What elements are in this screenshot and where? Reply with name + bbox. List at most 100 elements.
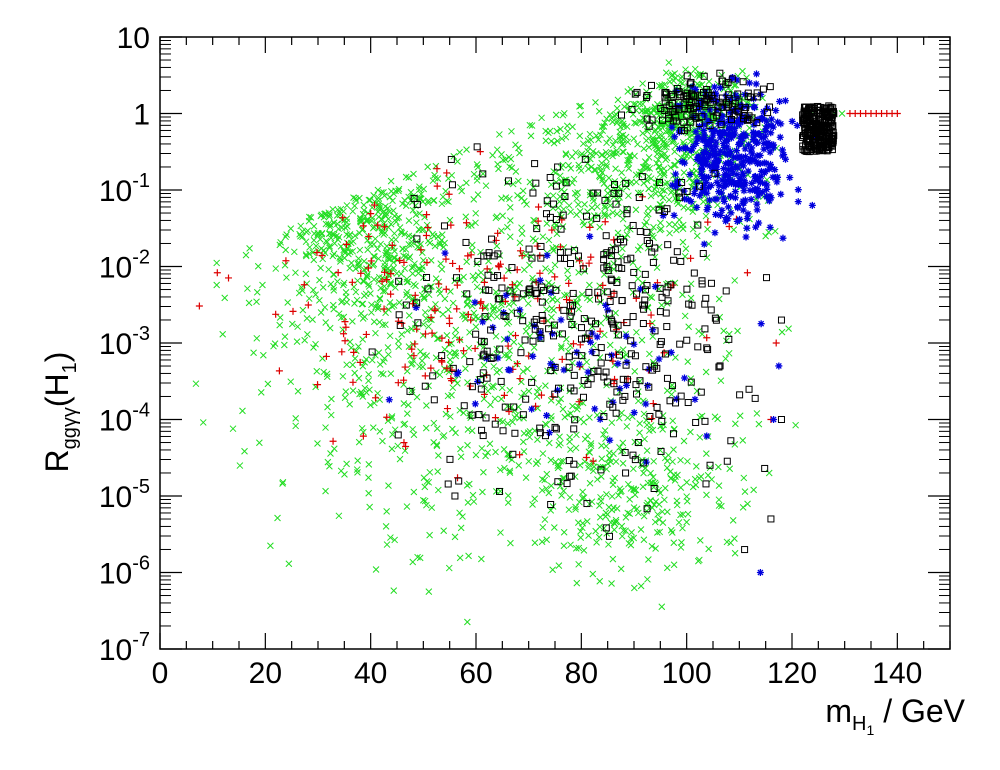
green-x-point — [359, 428, 367, 436]
green-x-point — [743, 74, 750, 81]
green-x-point — [310, 236, 318, 244]
green-x-point — [377, 240, 384, 248]
blue-star-point — [687, 198, 695, 206]
green-x-point — [374, 208, 382, 216]
black-square-point — [687, 118, 695, 126]
blue-star-point — [545, 429, 553, 437]
green-x-point — [366, 196, 374, 204]
green-x-point — [343, 218, 350, 226]
green-x-point — [619, 439, 627, 447]
black-square-point — [621, 392, 629, 400]
green-x-point — [694, 71, 701, 79]
green-x-point — [625, 165, 633, 172]
blue-star-point — [711, 147, 719, 155]
green-x-point — [715, 482, 723, 489]
green-x-point — [351, 300, 358, 307]
green-x-point — [492, 332, 500, 340]
black-square-point — [603, 263, 611, 271]
green-x-point — [727, 539, 734, 547]
blue-star-point — [750, 129, 758, 137]
green-x-point — [598, 159, 606, 167]
black-square-point — [570, 371, 578, 379]
green-x-point — [601, 204, 609, 211]
green-x-point — [645, 143, 653, 151]
black-square-point — [623, 210, 631, 218]
black-square-point — [669, 92, 677, 100]
y-tick-label-exp: -2 — [132, 247, 150, 269]
green-x-point — [405, 240, 413, 248]
green-x-point — [338, 224, 346, 231]
green-x-point — [714, 415, 721, 423]
blue-star-point — [711, 83, 719, 91]
green-x-point — [281, 261, 289, 269]
green-x-point — [663, 143, 670, 151]
blue-star-point — [786, 174, 794, 182]
blue-star-point — [729, 169, 737, 177]
green-x-point — [401, 265, 409, 272]
black-square-point — [825, 144, 833, 152]
green-x-point — [376, 361, 384, 368]
blue-star-point — [676, 127, 684, 135]
black-square-point — [510, 403, 518, 411]
black-square-point — [623, 319, 631, 327]
blue-star-point — [503, 335, 511, 343]
blue-star-point — [644, 381, 652, 389]
blue-star-point — [748, 179, 756, 187]
green-x-point — [577, 167, 585, 174]
green-x-point — [325, 266, 333, 273]
green-x-point — [317, 309, 325, 316]
green-x-point — [547, 507, 555, 514]
green-x-point — [561, 413, 569, 421]
blue-star-point — [761, 132, 769, 140]
black-square-point — [807, 119, 815, 127]
black-square-point — [579, 265, 587, 273]
blue-star-point — [747, 195, 755, 203]
green-x-point — [550, 139, 558, 147]
green-x-point — [604, 189, 612, 197]
green-x-point — [560, 487, 567, 495]
green-x-point — [677, 223, 685, 230]
blue-star-point — [673, 395, 681, 403]
green-x-point — [496, 131, 503, 138]
green-x-point — [653, 529, 661, 536]
green-x-point — [651, 518, 659, 526]
green-x-point — [428, 504, 436, 512]
green-x-point — [694, 557, 702, 565]
black-square-point — [498, 284, 506, 292]
green-x-point — [543, 220, 551, 227]
green-x-point — [457, 453, 465, 461]
green-x-point — [444, 306, 452, 314]
green-x-point — [659, 519, 667, 526]
black-square-point — [718, 103, 726, 111]
green-x-point — [626, 496, 634, 503]
green-x-point — [697, 473, 705, 480]
green-x-point — [426, 468, 434, 476]
y-tick-label-exp: -7 — [132, 629, 150, 651]
green-x-point — [379, 370, 387, 378]
green-x-point — [640, 410, 648, 418]
green-x-point — [715, 496, 723, 504]
blue-star-point — [738, 116, 746, 124]
black-square-point — [537, 334, 545, 342]
red-plus-point — [341, 318, 349, 326]
black-square-point — [641, 270, 649, 278]
green-x-point — [259, 351, 267, 359]
black-square-point — [440, 222, 448, 230]
green-x-point — [785, 325, 792, 332]
green-x-point — [424, 163, 432, 171]
green-x-point — [671, 70, 679, 77]
blue-star-point — [788, 117, 796, 125]
green-x-point — [600, 331, 608, 339]
black-square-point — [802, 108, 810, 116]
green-x-point — [254, 262, 262, 270]
black-square-point — [627, 350, 635, 358]
green-x-point — [684, 205, 692, 212]
blue-star-point — [755, 219, 763, 227]
green-x-point — [425, 199, 432, 207]
black-square-point — [480, 350, 488, 358]
black-square-point — [694, 343, 702, 351]
y-tick-label: 10-7 — [99, 629, 150, 667]
green-x-point — [568, 359, 576, 367]
blue-star-point — [741, 145, 749, 153]
green-x-point — [352, 197, 360, 204]
